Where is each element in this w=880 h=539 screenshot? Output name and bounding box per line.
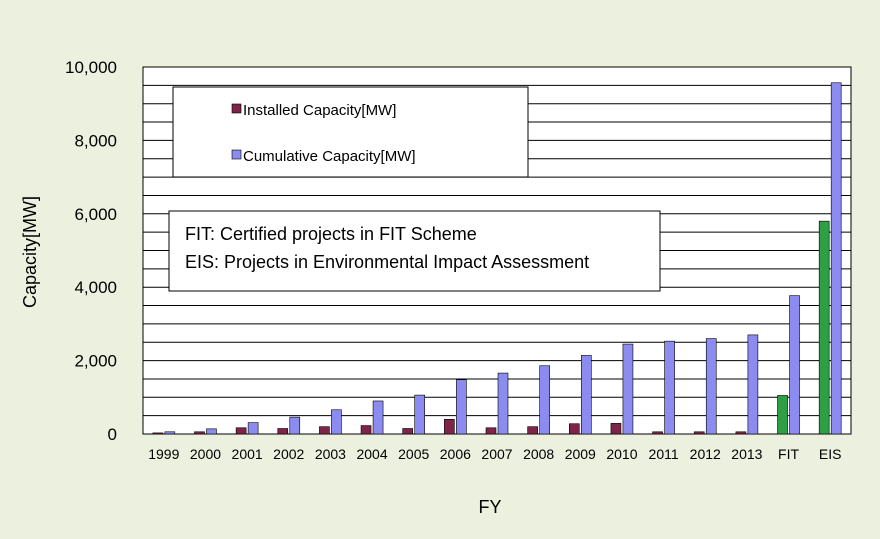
- y-tick-label: 4,000: [74, 278, 117, 297]
- bar-installed: [735, 431, 747, 435]
- bar-installed: [235, 427, 247, 435]
- legend-label-installed: Installed Capacity[MW]: [243, 102, 396, 119]
- bars: [152, 82, 842, 435]
- x-tick-label: 2012: [690, 446, 721, 462]
- legend-swatch-cumulative: [231, 149, 242, 160]
- note-line-fit: FIT: Certified projects in FIT Scheme: [185, 224, 477, 244]
- bar-cumulative: [289, 416, 301, 435]
- x-tick-label: 2003: [315, 446, 346, 462]
- bar-cumulative: [664, 340, 675, 435]
- x-tick-label: 2001: [232, 446, 263, 462]
- legend-swatch-installed: [231, 103, 242, 114]
- x-tick-label: FIT: [778, 446, 799, 462]
- bar-cumulative: [539, 365, 550, 435]
- x-tick-label: 2009: [565, 446, 596, 462]
- legend-label-cumulative: Cumulative Capacity[MW]: [243, 148, 416, 165]
- x-tick-label: 2010: [606, 446, 637, 462]
- bar-cumulative: [622, 343, 634, 435]
- legend-box: [172, 86, 529, 178]
- bar-cumulative: [789, 295, 800, 435]
- bar-cumulative: [164, 431, 176, 435]
- bar-installed: [693, 431, 705, 435]
- y-tick-label: 6,000: [74, 205, 117, 224]
- bar-installed: [777, 395, 788, 435]
- bar-cumulative: [247, 422, 259, 435]
- bar-cumulative: [497, 372, 509, 435]
- x-axis-title: FY: [478, 497, 501, 517]
- bar-installed: [277, 428, 289, 435]
- note-line-eis: EIS: Projects in Environmental Impact As…: [185, 252, 589, 272]
- bar-installed: [319, 426, 330, 435]
- y-axis-title: Capacity[MW]: [20, 196, 40, 308]
- x-tick-label: 2013: [731, 446, 762, 462]
- x-tick-label: 1999: [148, 446, 179, 462]
- y-tick-label: 8,000: [74, 131, 117, 150]
- y-tick-label: 10,000: [65, 58, 117, 77]
- x-tick-label: 2005: [398, 446, 429, 462]
- bar-cumulative: [747, 334, 759, 435]
- bar-installed: [402, 428, 414, 435]
- legend: Installed Capacity[MW] Cumulative Capaci…: [172, 86, 529, 178]
- bar-installed: [360, 425, 372, 435]
- bar-installed: [652, 431, 663, 435]
- x-tick-label: 2006: [440, 446, 471, 462]
- bar-cumulative: [206, 428, 217, 435]
- note-frame: [168, 210, 661, 292]
- bar-cumulative: [372, 400, 384, 435]
- x-tick-label: 2007: [481, 446, 512, 462]
- x-tick-label: 2008: [523, 446, 554, 462]
- bar-installed: [818, 220, 830, 435]
- bar-cumulative: [705, 338, 717, 435]
- y-tick-label: 2,000: [74, 352, 117, 371]
- bar-installed: [610, 423, 622, 435]
- x-tick-label: 2000: [190, 446, 221, 462]
- axis-ticks: 0 2,000 4,000 6,000 8,000 10,000 1999 2000 2001 2…: [65, 58, 841, 462]
- bar-cumulative: [414, 394, 426, 435]
- bar-cumulative: [830, 82, 842, 435]
- note-box: FIT: Certified projects in FIT Scheme EI…: [168, 210, 661, 292]
- y-tick-label: 0: [108, 425, 117, 444]
- bar-installed: [485, 427, 497, 435]
- x-tick-label: 2011: [649, 446, 679, 462]
- bar-installed: [527, 426, 538, 435]
- bar-installed: [194, 431, 205, 435]
- bar-cumulative: [580, 355, 592, 435]
- bar-cumulative: [456, 379, 467, 435]
- bar-installed: [444, 419, 455, 435]
- bar-cumulative: [331, 409, 342, 435]
- bar-installed: [568, 423, 580, 435]
- bar-installed: [152, 432, 164, 435]
- x-tick-label: EIS: [819, 446, 842, 462]
- x-tick-label: 2004: [356, 446, 387, 462]
- x-tick-label: 2002: [273, 446, 304, 462]
